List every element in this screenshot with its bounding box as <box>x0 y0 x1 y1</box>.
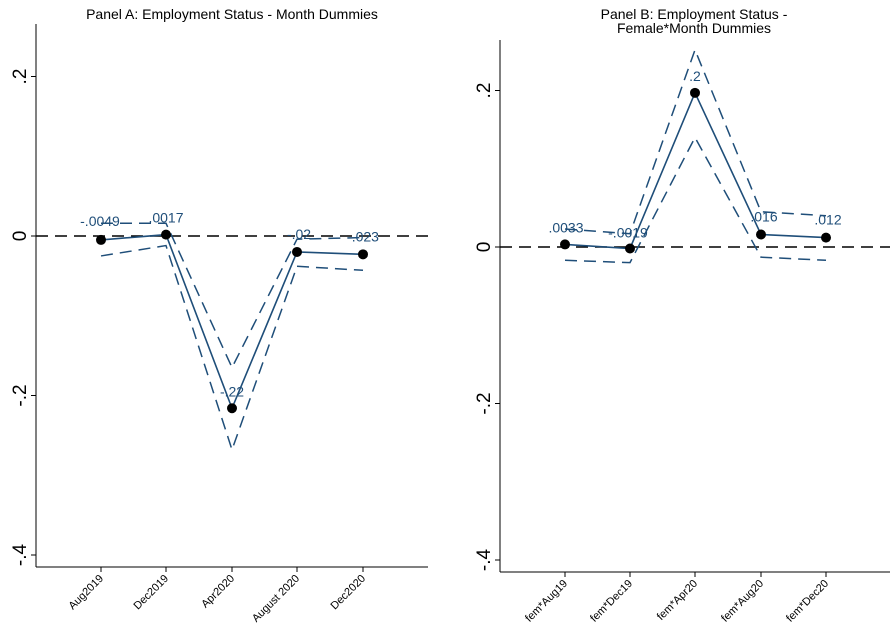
data-point <box>560 239 570 250</box>
data-point <box>161 229 171 240</box>
chart-title-line: Female*Month Dummies <box>617 20 771 36</box>
ci-upper-line <box>101 222 364 370</box>
data-point <box>625 243 635 254</box>
ci-upper-line <box>564 47 827 235</box>
data-point <box>292 246 302 257</box>
y-tick-label: -.2 <box>474 392 495 414</box>
chart-title-line: Panel B: Employment Status - <box>601 6 788 22</box>
y-tick-label: .2 <box>10 69 31 85</box>
data-label: .0017 <box>148 210 183 226</box>
ci-lower-line <box>100 244 364 453</box>
data-label: -.023 <box>347 228 379 244</box>
y-tick-label: .2 <box>474 83 495 99</box>
data-point <box>756 229 766 240</box>
data-point <box>821 232 831 243</box>
y-tick-label: -.4 <box>10 543 31 566</box>
y-tick-label: 0 <box>10 231 31 242</box>
data-point <box>690 87 700 98</box>
data-label: -.0019 <box>608 224 648 240</box>
y-tick-label: 0 <box>474 242 495 253</box>
data-label: -.02 <box>287 226 311 242</box>
data-label: -.0049 <box>80 213 120 229</box>
y-tick-label: -.4 <box>474 548 495 571</box>
data-label: -.22 <box>220 383 244 399</box>
data-label: .016 <box>750 208 777 224</box>
data-label: .2 <box>689 68 701 84</box>
chart-title: Panel A: Employment Status - Month Dummi… <box>86 6 378 22</box>
y-tick-label: -.2 <box>10 384 31 406</box>
ci-lower-line <box>564 135 827 264</box>
data-point <box>227 403 237 414</box>
data-label: .0033 <box>548 219 583 235</box>
data-label: .012 <box>814 212 841 228</box>
data-point <box>96 234 106 245</box>
data-point <box>358 249 368 260</box>
